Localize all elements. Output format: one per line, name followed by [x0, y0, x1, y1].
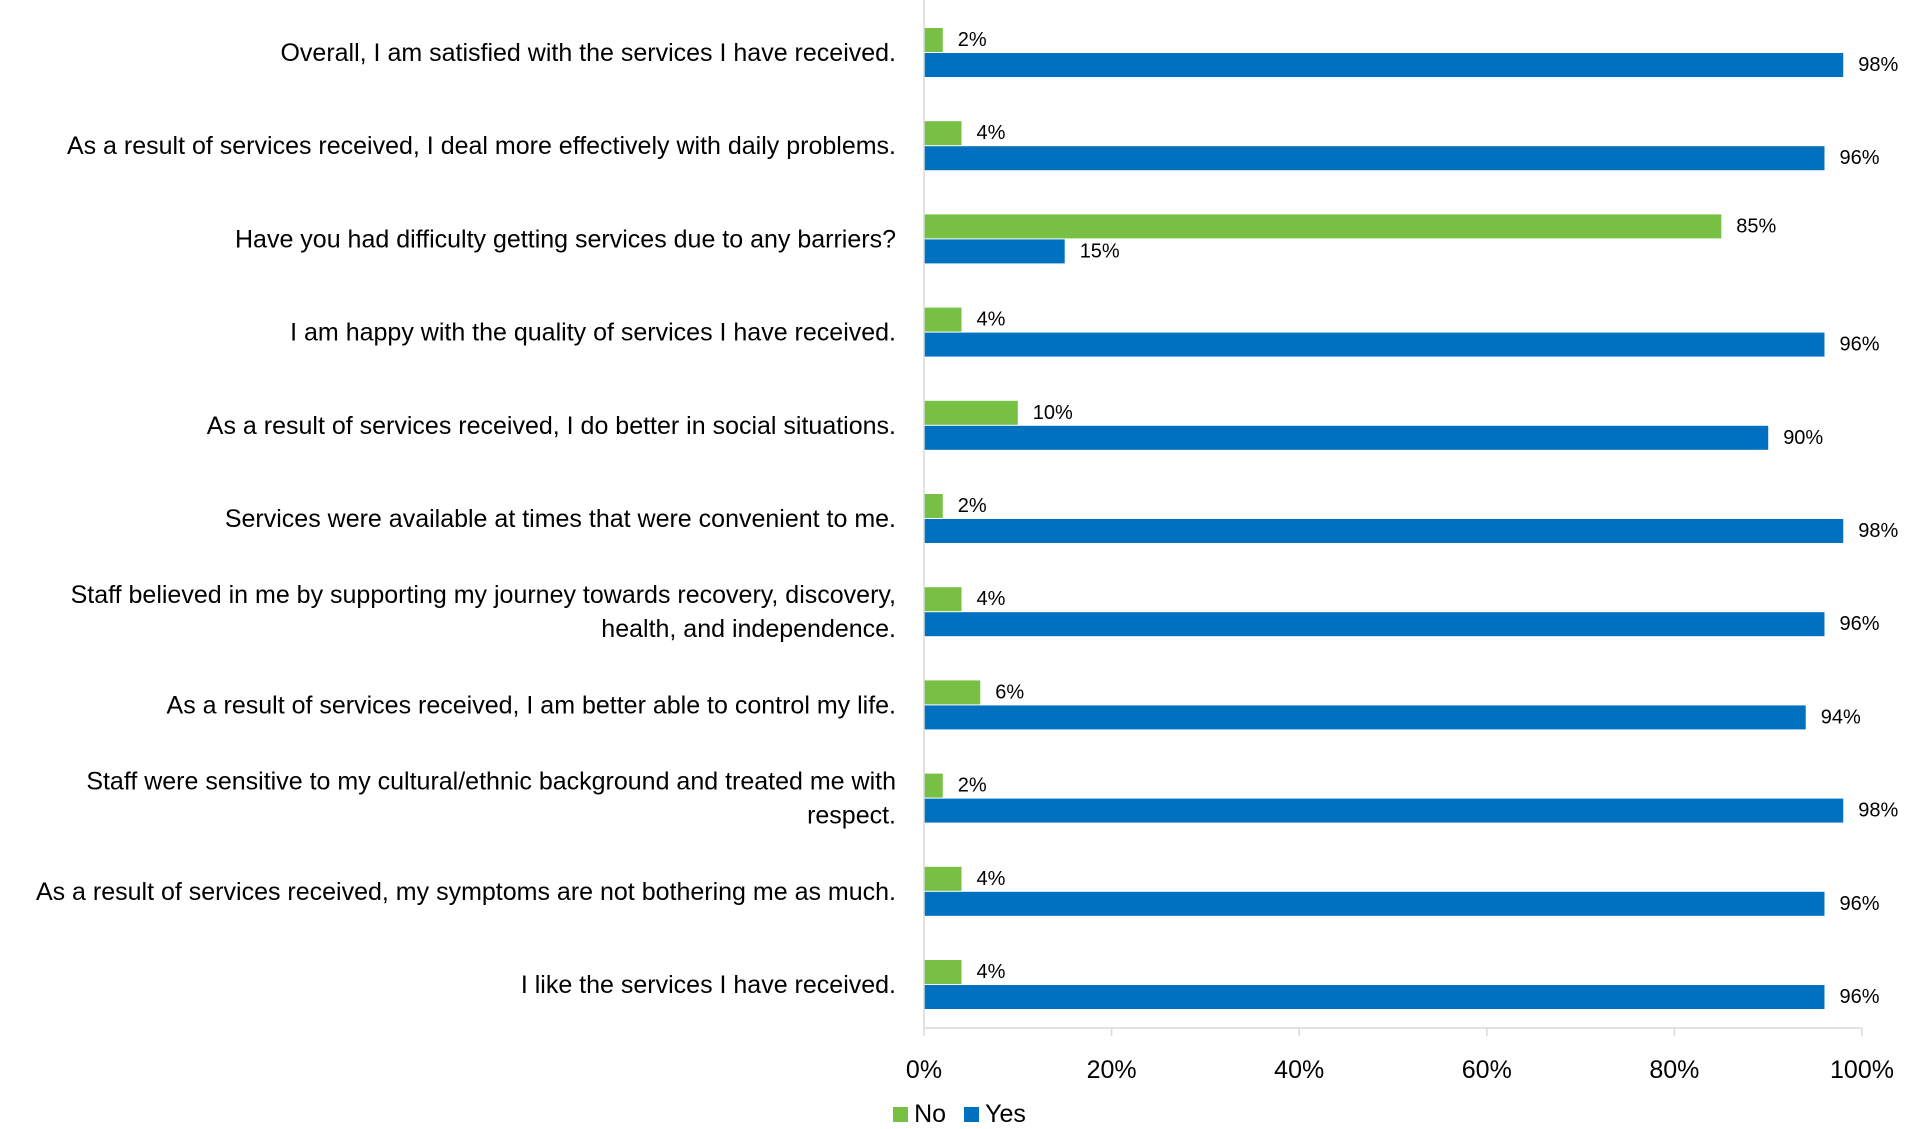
category-label: As a result of services received, I do b…	[207, 412, 896, 440]
category-label-line: I like the services I have received.	[521, 971, 896, 999]
x-tick-label: 100%	[1830, 1056, 1894, 1084]
category-labels: Overall, I am satisfied with the service…	[36, 39, 896, 999]
bar-no	[924, 400, 1018, 425]
bar-no	[924, 121, 962, 146]
bar-no	[924, 866, 962, 891]
bar-yes	[924, 53, 1844, 77]
value-label-yes: 94%	[1821, 706, 1861, 728]
bar-yes	[924, 239, 1065, 264]
category-label: Services were available at times that we…	[225, 505, 896, 533]
category-label-line: Staff were sensitive to my cultural/ethn…	[86, 768, 896, 796]
category-label: Have you had difficulty getting services…	[235, 225, 896, 253]
x-tick-label: 20%	[1087, 1056, 1137, 1084]
bar-yes	[924, 332, 1825, 357]
bar-yes	[924, 519, 1844, 543]
value-label-no: 10%	[1033, 402, 1073, 424]
category-label: Staff were sensitive to my cultural/ethn…	[86, 768, 896, 830]
value-label-no: 4%	[977, 961, 1006, 983]
category-label-line: As a result of services received, I deal…	[67, 132, 896, 160]
value-label-no: 6%	[995, 681, 1024, 703]
bars	[924, 28, 1844, 1009]
legend-swatch	[893, 1107, 909, 1122]
category-label-line: As a result of services received, I am b…	[167, 691, 896, 719]
value-label-yes: 98%	[1858, 54, 1898, 76]
bar-no	[924, 587, 962, 612]
category-label-line: respect.	[807, 802, 896, 830]
value-label-yes: 98%	[1858, 520, 1898, 542]
category-label-line: Services were available at times that we…	[225, 505, 896, 533]
bar-no	[924, 680, 981, 705]
value-label-yes: 96%	[1839, 986, 1879, 1008]
value-label-yes: 15%	[1080, 240, 1120, 262]
x-tick-label: 0%	[906, 1056, 942, 1084]
x-tick-label: 60%	[1462, 1056, 1512, 1084]
value-label-yes: 90%	[1783, 427, 1823, 449]
value-label-no: 2%	[958, 775, 987, 797]
x-tick-label: 40%	[1274, 1056, 1324, 1084]
value-label-no: 85%	[1736, 215, 1776, 237]
bar-yes	[924, 425, 1769, 450]
category-label-line: Staff believed in me by supporting my jo…	[71, 581, 896, 609]
bar-yes	[924, 705, 1806, 730]
bar-yes	[924, 985, 1825, 1009]
value-label-yes: 96%	[1839, 893, 1879, 915]
value-label-no: 4%	[977, 309, 1006, 331]
category-label: As a result of services received, my sym…	[36, 878, 896, 906]
category-label-line: Have you had difficulty getting services…	[235, 225, 896, 253]
bar-yes	[924, 146, 1825, 171]
category-label: I am happy with the quality of services …	[290, 319, 896, 347]
legend-item-yes: Yes	[964, 1100, 1026, 1129]
x-axis: 0% 20% 40% 60% 80% 100%	[906, 0, 1894, 1084]
value-labels: 2% 98% 4% 96% 85% 15% 4% 96% 10% 90% 2% 98% 4% 96% 6% 9…	[958, 29, 1899, 1008]
bar-no	[924, 307, 962, 332]
bar-no	[924, 773, 943, 798]
legend-label: No	[914, 1100, 947, 1128]
bar-no	[924, 494, 943, 518]
category-label: As a result of services received, I deal…	[67, 132, 896, 160]
category-label: I like the services I have received.	[521, 971, 896, 999]
value-label-yes: 98%	[1858, 800, 1898, 822]
category-label-line: As a result of services received, my sym…	[36, 878, 896, 906]
category-label-line: health, and independence.	[601, 615, 896, 643]
bar-no	[924, 960, 962, 984]
bar-yes	[924, 798, 1844, 823]
bar-no	[924, 28, 943, 52]
bar-yes	[924, 891, 1825, 916]
value-label-no: 4%	[977, 122, 1006, 144]
category-label-line: Overall, I am satisfied with the service…	[280, 39, 896, 67]
category-label-line: As a result of services received, I do b…	[207, 412, 896, 440]
value-label-no: 2%	[958, 495, 987, 517]
category-label-line: I am happy with the quality of services …	[290, 319, 896, 347]
bar-yes	[924, 612, 1825, 637]
legend: No Yes	[0, 1100, 1919, 1129]
legend-swatch	[964, 1107, 980, 1122]
value-label-yes: 96%	[1839, 613, 1879, 635]
legend-item-no: No	[893, 1100, 946, 1129]
bar-no	[924, 214, 1722, 239]
category-label: As a result of services received, I am b…	[167, 691, 896, 719]
category-label: Overall, I am satisfied with the service…	[280, 39, 896, 67]
value-label-yes: 96%	[1839, 147, 1879, 169]
value-label-no: 4%	[977, 588, 1006, 610]
legend-label: Yes	[985, 1100, 1026, 1128]
value-label-yes: 96%	[1839, 334, 1879, 356]
x-tick-label: 80%	[1649, 1056, 1699, 1084]
value-label-no: 2%	[958, 29, 987, 51]
value-label-no: 4%	[977, 868, 1006, 890]
category-label: Staff believed in me by supporting my jo…	[71, 581, 896, 643]
